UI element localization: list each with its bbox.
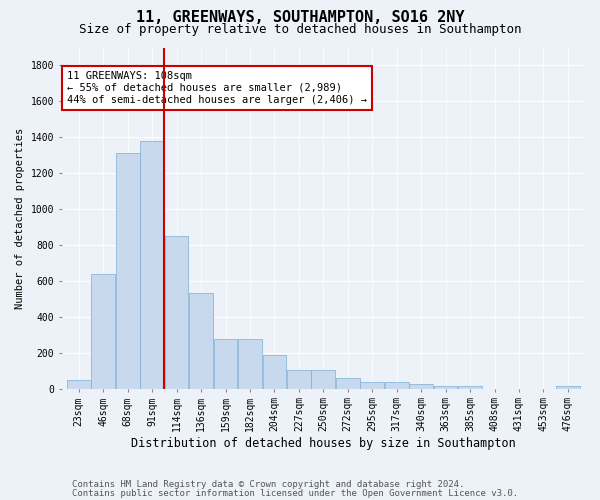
Text: 11 GREENWAYS: 108sqm
← 55% of detached houses are smaller (2,989)
44% of semi-de: 11 GREENWAYS: 108sqm ← 55% of detached h… xyxy=(67,72,367,104)
Bar xyxy=(311,370,335,388)
Bar xyxy=(336,378,359,388)
Bar xyxy=(214,339,238,388)
Bar xyxy=(409,384,433,388)
Bar xyxy=(287,370,311,388)
Text: Contains HM Land Registry data © Crown copyright and database right 2024.: Contains HM Land Registry data © Crown c… xyxy=(72,480,464,489)
Bar xyxy=(556,386,580,388)
Text: 11, GREENWAYS, SOUTHAMPTON, SO16 2NY: 11, GREENWAYS, SOUTHAMPTON, SO16 2NY xyxy=(136,10,464,25)
Bar xyxy=(458,386,482,388)
Y-axis label: Number of detached properties: Number of detached properties xyxy=(15,128,25,308)
Bar xyxy=(263,356,286,388)
Text: Size of property relative to detached houses in Southampton: Size of property relative to detached ho… xyxy=(79,22,521,36)
Bar xyxy=(238,339,262,388)
Bar xyxy=(67,380,91,388)
Bar xyxy=(189,294,213,388)
Bar xyxy=(165,236,188,388)
Bar xyxy=(91,274,115,388)
Bar xyxy=(140,141,164,388)
Bar xyxy=(434,386,457,388)
Text: Contains public sector information licensed under the Open Government Licence v3: Contains public sector information licen… xyxy=(72,489,518,498)
Bar xyxy=(116,154,140,388)
Bar xyxy=(385,382,409,388)
X-axis label: Distribution of detached houses by size in Southampton: Distribution of detached houses by size … xyxy=(131,437,516,450)
Bar xyxy=(361,382,384,388)
